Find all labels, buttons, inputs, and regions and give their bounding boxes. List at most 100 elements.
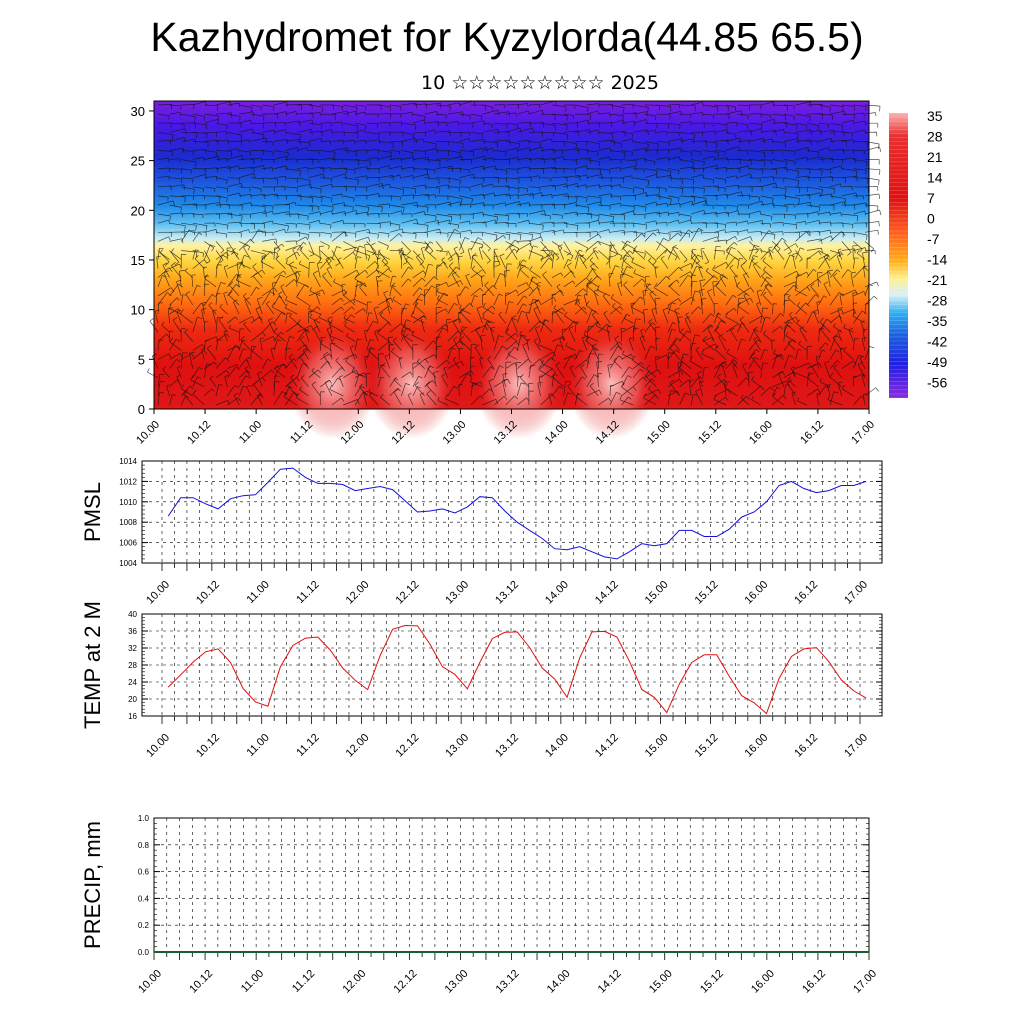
wind-barb bbox=[609, 391, 621, 406]
wind-barb bbox=[654, 326, 660, 342]
wind-barb bbox=[470, 324, 488, 333]
wind-barb bbox=[714, 177, 727, 184]
wind-barb bbox=[698, 266, 704, 278]
wind-barb bbox=[262, 231, 274, 236]
wind-barb bbox=[679, 195, 695, 203]
wind-barb bbox=[285, 111, 298, 116]
precip-y-tick-label: 1.0 bbox=[138, 814, 150, 823]
wind-barb bbox=[169, 158, 181, 163]
wind-barb bbox=[690, 248, 697, 260]
wind-barb bbox=[667, 122, 681, 130]
wind-barb bbox=[702, 122, 714, 127]
wind-barb bbox=[482, 241, 491, 252]
wind-barb bbox=[864, 146, 882, 152]
wind-barb bbox=[620, 267, 634, 279]
wind-barb bbox=[586, 141, 601, 149]
wind-barb bbox=[853, 149, 865, 155]
wind-barb bbox=[436, 287, 448, 297]
wind-barb bbox=[841, 269, 851, 278]
wind-barb bbox=[215, 250, 224, 263]
wind-barb bbox=[648, 385, 657, 397]
wind-barb bbox=[579, 254, 588, 269]
wind-barb bbox=[852, 245, 858, 260]
wind-barb bbox=[517, 212, 528, 217]
wind-barb bbox=[368, 346, 379, 360]
wind-barb bbox=[343, 314, 355, 324]
wind-barb bbox=[412, 358, 429, 369]
wind-barb bbox=[552, 104, 567, 112]
wind-barb bbox=[320, 204, 334, 212]
wind-barb bbox=[447, 222, 459, 229]
wind-barb bbox=[147, 368, 159, 379]
wind-barb bbox=[204, 294, 216, 306]
wind-barb bbox=[227, 192, 241, 198]
wind-barb bbox=[482, 366, 495, 378]
wind-barb bbox=[452, 356, 460, 369]
wind-barb bbox=[563, 168, 576, 174]
wind-barb bbox=[169, 263, 182, 269]
wind-barb bbox=[354, 104, 367, 111]
wind-barb bbox=[262, 251, 274, 260]
wind-barb bbox=[841, 360, 857, 369]
wind-barb bbox=[354, 129, 366, 134]
wind-barb bbox=[482, 204, 494, 209]
wind-barb bbox=[690, 227, 704, 242]
pmsl-frame bbox=[141, 460, 883, 564]
wind-barb bbox=[606, 325, 613, 342]
wind-barb bbox=[656, 141, 670, 147]
wind-barb bbox=[517, 282, 529, 288]
wind-barb bbox=[575, 184, 588, 189]
wind-barb bbox=[853, 186, 869, 193]
wind-barb bbox=[308, 195, 323, 203]
wind-barb bbox=[343, 159, 360, 166]
wind-barb bbox=[806, 373, 819, 388]
wind-barb bbox=[551, 386, 564, 397]
wind-barb bbox=[632, 233, 645, 242]
wind-barb bbox=[586, 281, 599, 297]
wind-barb bbox=[580, 364, 588, 378]
wind-barb bbox=[841, 131, 853, 137]
wind-barb bbox=[389, 121, 403, 126]
wind-barb bbox=[308, 111, 321, 117]
wind-barb bbox=[215, 264, 222, 278]
wind-barb bbox=[273, 186, 286, 191]
wind-barb bbox=[575, 174, 589, 179]
wind-barb bbox=[239, 193, 252, 199]
wind-barb bbox=[366, 193, 380, 198]
wind-barb bbox=[551, 294, 556, 305]
wind-barb bbox=[689, 356, 703, 369]
wind-barb bbox=[185, 291, 194, 306]
wind-barb bbox=[171, 262, 182, 278]
wind-barb bbox=[399, 247, 414, 260]
wind-barb bbox=[609, 306, 623, 315]
wind-barb bbox=[864, 112, 877, 117]
temp-x-tick-label: 14.12 bbox=[593, 732, 621, 760]
wind-barb bbox=[841, 119, 855, 125]
wind-barb bbox=[787, 376, 796, 388]
wind-barb bbox=[157, 380, 166, 396]
wind-barb bbox=[180, 384, 193, 397]
wind-barb bbox=[609, 141, 623, 148]
wind-barb bbox=[227, 384, 239, 397]
precip-y-tick-label: 0.6 bbox=[138, 868, 150, 877]
wind-barb bbox=[771, 386, 781, 397]
wind-barb bbox=[598, 221, 615, 227]
wind-barb bbox=[841, 289, 858, 297]
wind-barb bbox=[528, 175, 541, 180]
wind-barb bbox=[590, 262, 599, 278]
wind-barb bbox=[250, 137, 268, 144]
wind-barb bbox=[471, 252, 483, 269]
wind-barb bbox=[378, 231, 390, 238]
wind-barb bbox=[772, 149, 783, 154]
wind-barb bbox=[273, 270, 287, 278]
wind-barb bbox=[691, 101, 704, 107]
wind-barb bbox=[447, 318, 462, 324]
wind-barb bbox=[425, 246, 437, 260]
wind-barb bbox=[359, 284, 367, 297]
wind-barb bbox=[169, 338, 181, 351]
wind-barb bbox=[204, 131, 217, 137]
wind-barb bbox=[441, 373, 449, 387]
wind-barb bbox=[447, 213, 461, 220]
wind-barb bbox=[764, 283, 773, 297]
wind-barb bbox=[811, 363, 819, 378]
